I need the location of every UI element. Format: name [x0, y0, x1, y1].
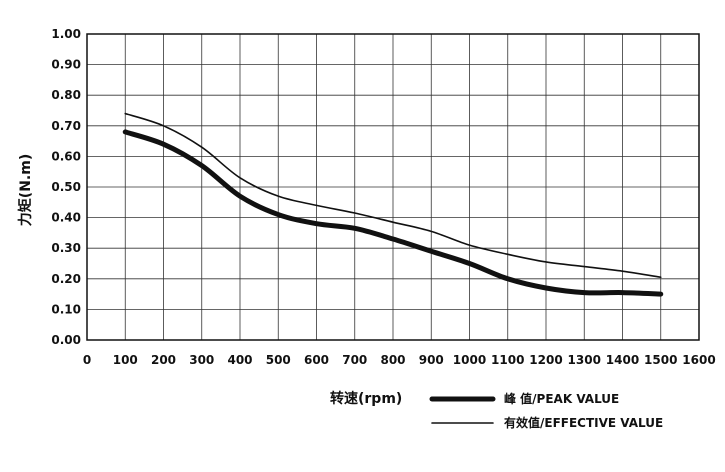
x-tick-label: 800	[380, 353, 405, 367]
effective-value-line	[124, 112, 662, 279]
y-axis-title: 力矩(N.m)	[17, 154, 34, 226]
y-tick-label: 0.20	[51, 272, 81, 286]
y-tick-label: 1.00	[51, 27, 81, 41]
x-tick-label: 100	[113, 353, 138, 367]
x-tick-label: 200	[151, 353, 176, 367]
y-tick-label: 0.10	[51, 302, 81, 316]
peak-value-line	[122, 129, 664, 297]
y-tick-label: 0.60	[51, 149, 81, 163]
y-tick-label: 0.90	[51, 58, 81, 72]
y-tick-label: 0.40	[51, 211, 81, 225]
legend: 峰 值/PEAK VALUE 有效值/EFFECTIVE VALUE	[429, 391, 663, 430]
x-tick-label: 1000	[453, 353, 486, 367]
y-tick-label: 0.50	[51, 180, 81, 194]
series-lines	[122, 112, 664, 297]
y-tick-labels: 0.00 0.10 0.20 0.30 0.40 0.50 0.60 0.70 0.80 0.90…	[51, 27, 81, 347]
x-tick-label: 400	[227, 353, 252, 367]
x-tick-label: 300	[189, 353, 214, 367]
y-tick-label: 0.30	[51, 241, 81, 255]
x-tick-label: 1200	[529, 353, 562, 367]
legend-label-peak: 峰 值/PEAK VALUE	[504, 391, 619, 406]
x-tick-label: 700	[342, 353, 367, 367]
plot-frame	[86, 33, 700, 341]
x-tick-labels: 0 100 200 300 400 500 600 700 800 900 1000 1100 1200…	[83, 353, 716, 367]
x-tick-label: 900	[419, 353, 444, 367]
x-tick-label: 1500	[644, 353, 677, 367]
x-tick-label: 1100	[491, 353, 524, 367]
x-tick-label: 500	[266, 353, 291, 367]
x-tick-label: 1300	[568, 353, 601, 367]
x-axis-title: 转速(rpm)	[330, 390, 402, 407]
x-tick-label: 1600	[682, 353, 715, 367]
y-tick-label: 0.80	[51, 88, 81, 102]
x-tick-label: 1400	[606, 353, 639, 367]
y-tick-label: 0.70	[51, 119, 81, 133]
y-tick-label: 0.00	[51, 333, 81, 347]
x-tick-label: 600	[304, 353, 329, 367]
legend-label-effective: 有效值/EFFECTIVE VALUE	[504, 415, 663, 430]
x-tick-label: 0	[83, 353, 91, 367]
